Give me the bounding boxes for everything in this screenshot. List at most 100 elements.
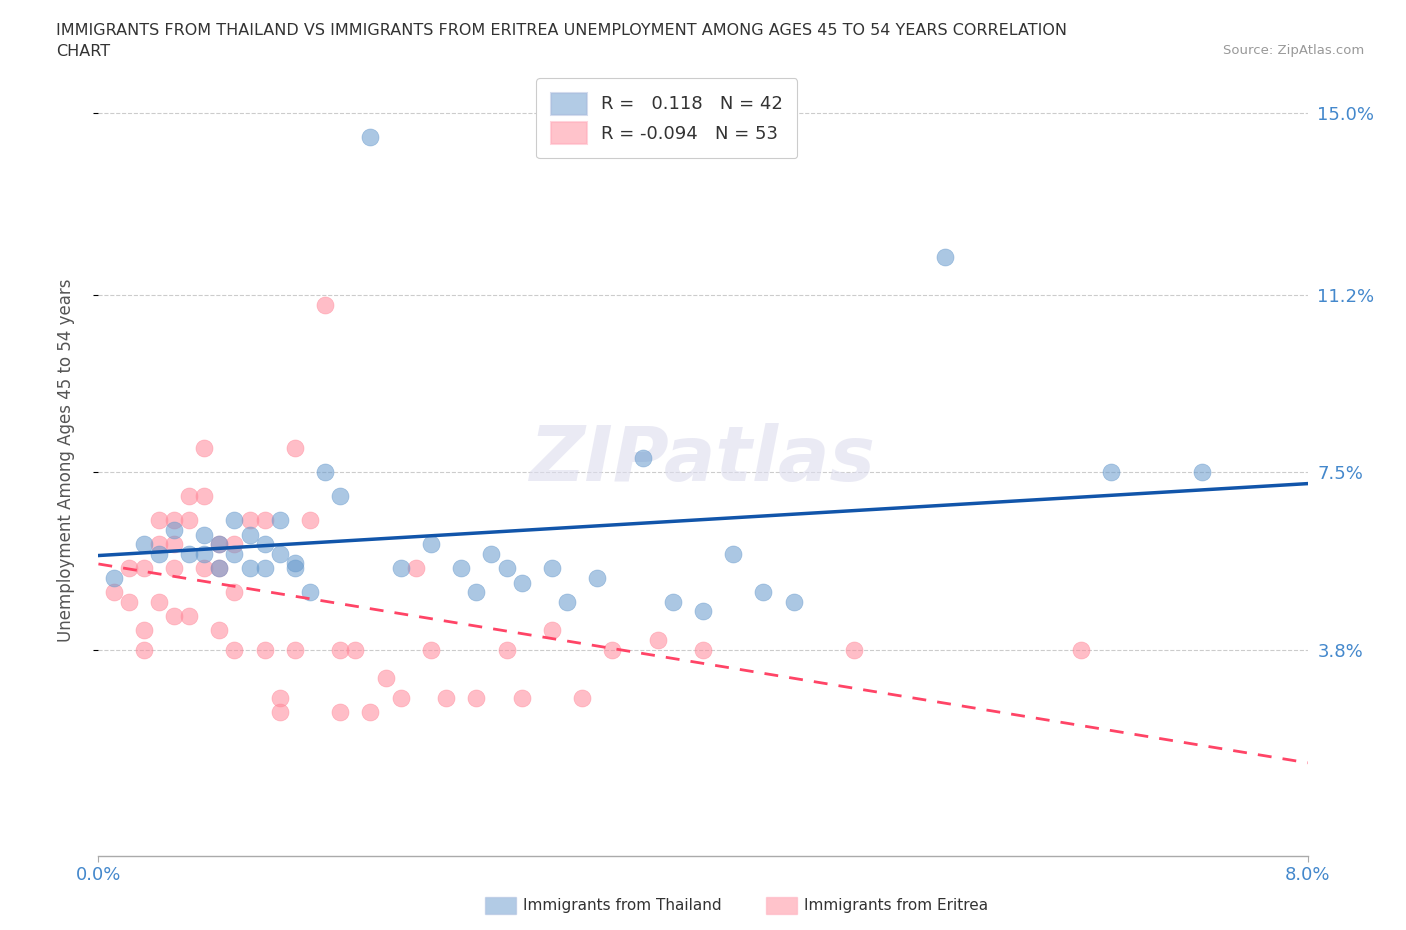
Point bbox=[208, 561, 231, 576]
Point bbox=[1070, 642, 1092, 657]
Point bbox=[118, 561, 141, 576]
Point bbox=[148, 537, 170, 551]
Point bbox=[148, 546, 170, 561]
Point bbox=[465, 585, 488, 600]
Point bbox=[434, 690, 457, 705]
Point bbox=[692, 604, 714, 618]
Point bbox=[555, 594, 578, 609]
Point bbox=[269, 546, 291, 561]
Point bbox=[540, 623, 562, 638]
Point bbox=[329, 642, 352, 657]
Point bbox=[239, 527, 262, 542]
Point bbox=[540, 561, 562, 576]
Y-axis label: Unemployment Among Ages 45 to 54 years: Unemployment Among Ages 45 to 54 years bbox=[56, 279, 75, 642]
Point bbox=[193, 527, 215, 542]
Point bbox=[661, 594, 683, 609]
Point bbox=[510, 575, 533, 590]
Point bbox=[118, 594, 141, 609]
Point bbox=[495, 561, 517, 576]
Point bbox=[752, 585, 775, 600]
Text: ZIPatlas: ZIPatlas bbox=[530, 423, 876, 498]
Point bbox=[344, 642, 367, 657]
Point bbox=[329, 704, 352, 719]
Point bbox=[239, 512, 262, 527]
Point bbox=[208, 537, 231, 551]
Point bbox=[299, 585, 322, 600]
Point bbox=[193, 546, 215, 561]
Point bbox=[586, 570, 609, 585]
Point bbox=[224, 512, 246, 527]
Point bbox=[253, 642, 276, 657]
Point bbox=[103, 585, 125, 600]
Point bbox=[420, 642, 443, 657]
Point bbox=[284, 642, 307, 657]
Point bbox=[193, 489, 215, 504]
Point bbox=[783, 594, 806, 609]
Point bbox=[269, 704, 291, 719]
Point bbox=[723, 546, 745, 561]
Point bbox=[224, 642, 246, 657]
Point bbox=[148, 512, 170, 527]
Point bbox=[314, 298, 336, 312]
Point bbox=[224, 537, 246, 551]
Point bbox=[269, 690, 291, 705]
Point bbox=[284, 556, 307, 571]
Point bbox=[193, 441, 215, 456]
Point bbox=[495, 642, 517, 657]
Point bbox=[224, 546, 246, 561]
Point bbox=[239, 561, 262, 576]
Point bbox=[163, 561, 186, 576]
Point bbox=[314, 465, 336, 480]
Text: CHART: CHART bbox=[56, 44, 110, 59]
Point bbox=[450, 561, 472, 576]
Point bbox=[103, 570, 125, 585]
Point bbox=[571, 690, 593, 705]
Point bbox=[269, 512, 291, 527]
Point bbox=[631, 450, 654, 465]
Point bbox=[163, 537, 186, 551]
Point bbox=[179, 512, 201, 527]
Point bbox=[224, 585, 246, 600]
Point bbox=[329, 489, 352, 504]
Point bbox=[284, 561, 307, 576]
Point bbox=[253, 561, 276, 576]
Point bbox=[208, 561, 231, 576]
Point bbox=[179, 608, 201, 623]
Point bbox=[163, 523, 186, 538]
Point bbox=[148, 594, 170, 609]
Text: Source: ZipAtlas.com: Source: ZipAtlas.com bbox=[1223, 44, 1364, 57]
Point bbox=[299, 512, 322, 527]
Point bbox=[389, 690, 412, 705]
Point bbox=[602, 642, 624, 657]
Point bbox=[208, 537, 231, 551]
Point bbox=[374, 671, 396, 685]
Point bbox=[1191, 465, 1213, 480]
Point bbox=[193, 561, 215, 576]
Point bbox=[208, 623, 231, 638]
Point bbox=[1099, 465, 1122, 480]
Point bbox=[284, 441, 307, 456]
Point bbox=[465, 690, 488, 705]
Point bbox=[132, 561, 155, 576]
Text: Immigrants from Eritrea: Immigrants from Eritrea bbox=[804, 898, 988, 913]
Point bbox=[647, 632, 669, 647]
Point bbox=[405, 561, 427, 576]
Point bbox=[253, 537, 276, 551]
Point bbox=[420, 537, 443, 551]
Point bbox=[163, 608, 186, 623]
Point bbox=[360, 129, 382, 144]
Legend: R =   0.118   N = 42, R = -0.094   N = 53: R = 0.118 N = 42, R = -0.094 N = 53 bbox=[536, 78, 797, 158]
Point bbox=[389, 561, 412, 576]
Point bbox=[163, 512, 186, 527]
Point bbox=[179, 489, 201, 504]
Point bbox=[692, 642, 714, 657]
Point bbox=[132, 642, 155, 657]
Point bbox=[179, 546, 201, 561]
Point bbox=[132, 537, 155, 551]
Point bbox=[132, 623, 155, 638]
Point bbox=[844, 642, 866, 657]
Point bbox=[510, 690, 533, 705]
Point bbox=[934, 249, 956, 264]
Point bbox=[253, 512, 276, 527]
Point bbox=[360, 704, 382, 719]
